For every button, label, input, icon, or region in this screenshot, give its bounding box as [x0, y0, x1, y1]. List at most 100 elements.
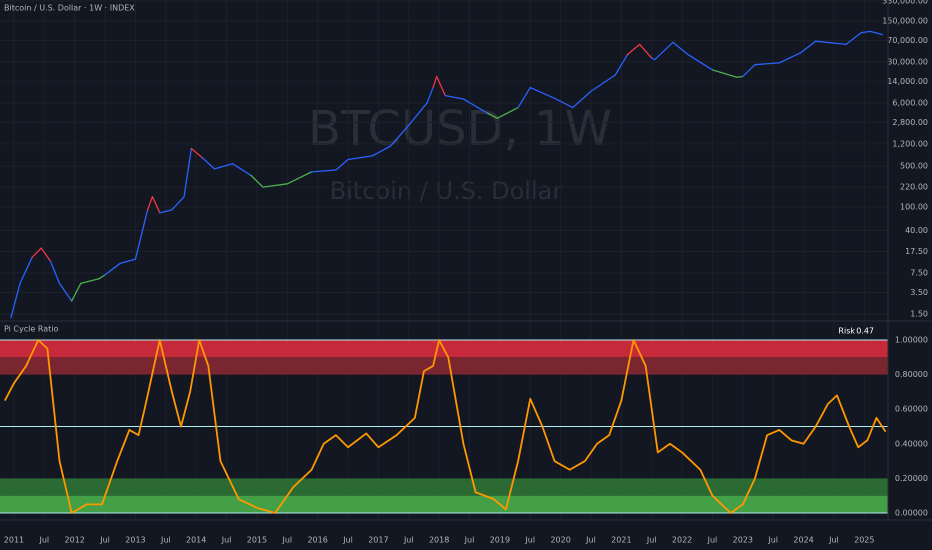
x-tick-label: Jul — [281, 536, 292, 545]
x-tick-label: 2011 — [4, 536, 24, 545]
price-segment — [614, 54, 629, 76]
price-segment — [58, 282, 73, 302]
x-tick-label: Jul — [524, 536, 535, 545]
x-tick-label: Jul — [39, 536, 50, 545]
risk-value: 0.47 — [856, 327, 874, 336]
y-tick-label: 3.50 — [910, 288, 928, 297]
price-segment — [201, 156, 216, 170]
price-segment — [711, 69, 738, 78]
price-segment — [626, 43, 641, 56]
price-segment — [40, 247, 52, 262]
price-segment — [347, 155, 373, 161]
y-tick-label: 40.00 — [905, 226, 928, 235]
x-tick-label: 2012 — [65, 536, 85, 545]
price-segment — [310, 169, 337, 173]
y-tick-label: 220.00 — [900, 183, 928, 192]
price-segment — [408, 102, 428, 126]
price-segment — [869, 30, 884, 36]
y-tick-label: 0.00000 — [895, 508, 928, 517]
price-segment — [10, 282, 21, 319]
x-tick-label: Jul — [767, 536, 778, 545]
y-tick-label: 330,000.00 — [882, 0, 928, 5]
x-tick-label: 2019 — [490, 536, 510, 545]
x-tick-label: Jul — [828, 536, 839, 545]
x-tick-label: Jul — [464, 536, 475, 545]
price-segment — [49, 260, 61, 285]
x-tick-label: 2023 — [733, 536, 753, 545]
price-segment — [171, 196, 185, 211]
zone-band — [0, 357, 888, 375]
x-tick-label: 2018 — [429, 536, 449, 545]
zone-band — [0, 495, 888, 513]
y-tick-label: 6,000.00 — [892, 98, 928, 107]
price-segment — [213, 163, 234, 170]
y-tick-label: 100.00 — [900, 203, 928, 212]
risk-label: Risk — [838, 327, 855, 336]
indicator-title: Pi Cycle Ratio — [4, 325, 58, 334]
price-segment — [444, 94, 465, 100]
y-tick-label: 0.20000 — [895, 474, 928, 483]
zone-band — [0, 478, 888, 496]
indicator-line — [4, 339, 887, 514]
price-segment — [736, 75, 744, 78]
x-tick-label: 2013 — [125, 536, 145, 545]
x-tick-label: Jul — [585, 536, 596, 545]
x-tick-label: 2021 — [611, 536, 631, 545]
x-tick-label: 2024 — [793, 536, 813, 545]
y-tick-label: 0.60000 — [895, 405, 928, 414]
chart-title: Bitcoin / U.S. Dollar · 1W · INDEX — [4, 4, 135, 13]
price-segment — [19, 256, 33, 285]
price-segment — [71, 282, 82, 302]
price-segment — [742, 64, 756, 78]
price-segment — [590, 74, 616, 92]
y-tick-label: 1.50 — [910, 310, 928, 319]
y-tick-label: 7.50 — [910, 269, 928, 278]
x-tick-label: Jul — [99, 536, 110, 545]
price-segment — [31, 247, 42, 258]
price-segment — [426, 86, 434, 104]
watermark: BTCUSD, 1W — [308, 101, 612, 157]
price-segment — [572, 90, 592, 109]
y-tick-label: 0.40000 — [895, 439, 928, 448]
x-tick-label: Jul — [646, 536, 657, 545]
price-segment — [754, 62, 780, 66]
price-segment — [687, 54, 714, 71]
y-tick-label: 17.50 — [905, 247, 928, 256]
y-tick-label: 30,000.00 — [887, 58, 928, 67]
price-segment — [335, 158, 349, 171]
y-tick-label: 1.00000 — [895, 335, 928, 344]
x-tick-label: 2015 — [247, 536, 267, 545]
price-segment — [487, 112, 499, 119]
price-segment — [553, 97, 574, 109]
x-tick-label: 2014 — [186, 536, 206, 545]
y-tick-label: 500.00 — [900, 162, 928, 171]
price-segment — [119, 258, 137, 264]
price-segment — [432, 75, 438, 89]
x-tick-label: 2017 — [368, 536, 388, 545]
price-segment — [250, 174, 264, 188]
price-segment — [654, 41, 674, 61]
price-segment — [845, 32, 862, 46]
price-segment — [496, 106, 519, 119]
price-segment — [389, 124, 410, 147]
price-segment — [517, 86, 531, 109]
price-segment — [151, 196, 161, 214]
y-tick-label: 14,000.00 — [887, 77, 928, 86]
price-segment — [860, 30, 872, 34]
price-segment — [371, 145, 392, 157]
y-tick-label: 1,200.00 — [892, 139, 928, 148]
x-tick-label: Jul — [160, 536, 171, 545]
price-segment — [159, 209, 173, 214]
price-segment — [262, 183, 288, 188]
watermark-subtitle: Bitcoin / U.S. Dollar — [330, 177, 563, 205]
price-segment — [799, 40, 817, 54]
x-tick-label: 2016 — [307, 536, 327, 545]
price-segment — [190, 147, 203, 159]
price-segment — [286, 171, 313, 185]
price-segment — [529, 86, 556, 99]
x-tick-label: 2025 — [854, 536, 874, 545]
price-segment — [462, 98, 489, 114]
